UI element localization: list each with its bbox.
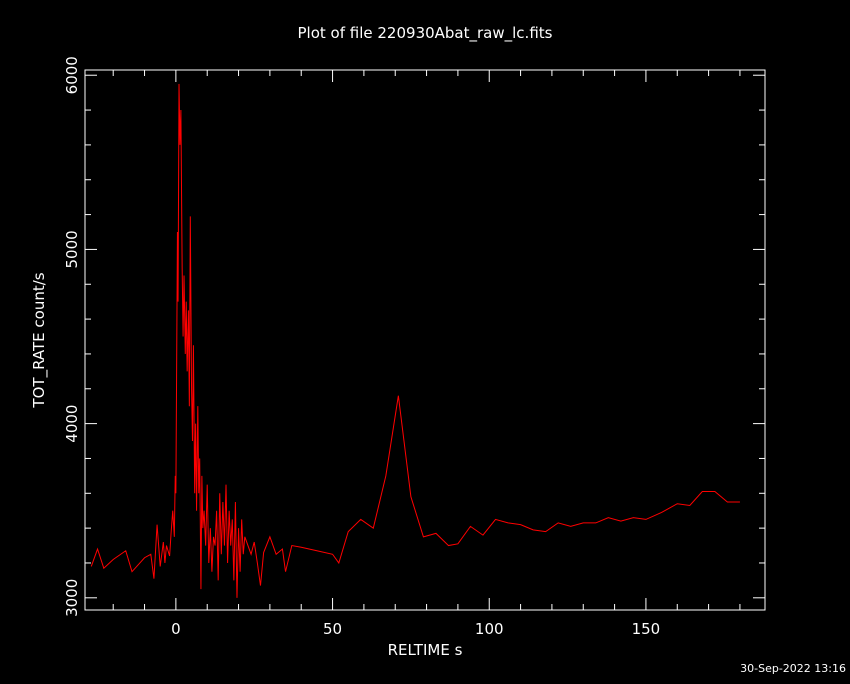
y-tick-label: 3000 bbox=[63, 579, 81, 617]
timestamp: 30-Sep-2022 13:16 bbox=[740, 662, 846, 675]
chart-title: Plot of file 220930Abat_raw_lc.fits bbox=[298, 24, 553, 43]
x-tick-label: 100 bbox=[475, 620, 504, 638]
y-tick-label: 4000 bbox=[63, 405, 81, 443]
y-tick-label: 6000 bbox=[63, 56, 81, 94]
data-line bbox=[90, 83, 740, 598]
y-axis-label: TOT_RATE count/s bbox=[30, 272, 49, 408]
plot-frame bbox=[84, 69, 766, 611]
x-axis-label: RELTIME s bbox=[388, 641, 463, 659]
x-tick-label: 50 bbox=[323, 620, 342, 638]
y-tick-label: 5000 bbox=[63, 230, 81, 268]
x-tick-label: 0 bbox=[171, 620, 181, 638]
x-tick-label: 150 bbox=[632, 620, 661, 638]
